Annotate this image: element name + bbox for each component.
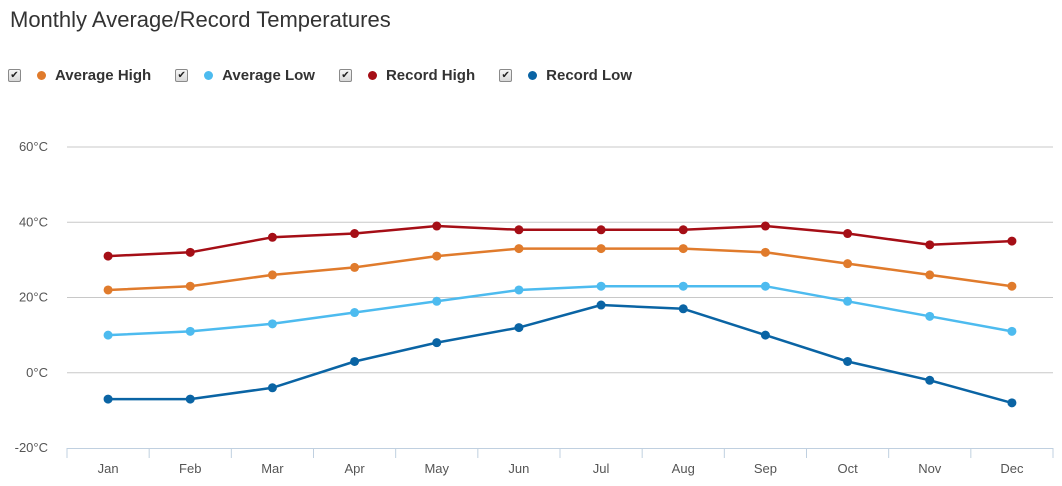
data-point[interactable] <box>350 356 360 366</box>
y-tick-label: 40°C <box>19 214 48 229</box>
data-point[interactable] <box>596 281 606 291</box>
data-point[interactable] <box>925 311 935 321</box>
data-point[interactable] <box>760 221 770 231</box>
series-line <box>108 284 1013 337</box>
checkbox-icon[interactable]: ✔ <box>499 69 513 82</box>
y-tick-label: 60°C <box>19 139 48 154</box>
data-point[interactable] <box>925 240 935 250</box>
data-point[interactable] <box>514 285 524 295</box>
data-point[interactable] <box>843 229 853 239</box>
data-point[interactable] <box>514 244 524 254</box>
series-dot-icon <box>367 71 377 80</box>
data-point[interactable] <box>350 308 360 318</box>
data-point[interactable] <box>596 300 606 310</box>
checkbox-icon[interactable]: ✔ <box>8 69 21 82</box>
data-point[interactable] <box>760 330 770 340</box>
x-tick-label: May <box>424 461 449 476</box>
legend: ✔ Average High ✔ Average Low ✔ Record Hi… <box>8 67 656 84</box>
data-point[interactable] <box>267 319 277 329</box>
data-point[interactable] <box>925 375 935 385</box>
legend-item-average-low[interactable]: ✔ Average Low <box>175 67 315 84</box>
data-point[interactable] <box>760 281 770 291</box>
chart-title: Monthly Average/Record Temperatures <box>10 7 391 32</box>
data-point[interactable] <box>185 247 195 257</box>
legend-label: Record Low <box>546 67 632 84</box>
data-point[interactable] <box>185 281 195 291</box>
legend-label: Record High <box>385 67 476 84</box>
data-point[interactable] <box>432 221 442 231</box>
series-line <box>108 224 1012 258</box>
data-point[interactable] <box>925 270 935 280</box>
x-tick-label: Apr <box>344 461 365 476</box>
checkbox-icon[interactable]: ✔ <box>338 69 352 82</box>
x-tick-label: Jul <box>593 461 610 476</box>
data-point[interactable] <box>103 394 113 404</box>
data-point[interactable] <box>596 244 606 254</box>
data-point[interactable] <box>103 285 113 295</box>
y-axis-labels: 60°C 40°C 20°C 0°C -20°C <box>15 139 48 455</box>
data-point[interactable] <box>1007 398 1017 408</box>
data-point[interactable] <box>103 251 113 261</box>
legend-item-record-high[interactable]: ✔ Record High <box>338 67 476 84</box>
data-point[interactable] <box>185 394 195 404</box>
x-tick-label: Dec <box>1000 461 1024 476</box>
data-point[interactable] <box>350 229 360 239</box>
x-axis: Jan Feb Mar Apr May Jun Jul Aug Sep Oct Nov Dec <box>66 448 1054 476</box>
checkbox-icon[interactable]: ✔ <box>175 69 189 82</box>
data-point[interactable] <box>432 296 442 306</box>
x-tick-label: Mar <box>261 461 284 476</box>
series-average-low <box>103 281 1017 340</box>
x-tick-label: Feb <box>179 461 201 476</box>
data-point[interactable] <box>267 232 277 242</box>
series-dot-icon <box>37 71 46 80</box>
data-point[interactable] <box>678 281 688 291</box>
series-record-high <box>103 221 1017 261</box>
data-point[interactable] <box>596 225 606 235</box>
legend-item-average-high[interactable]: ✔ Average High <box>8 67 151 84</box>
x-tick-label: Oct <box>837 461 858 476</box>
series-dot-icon <box>528 71 538 80</box>
data-point[interactable] <box>1007 281 1017 291</box>
data-point[interactable] <box>267 383 277 393</box>
legend-item-record-low[interactable]: ✔ Record Low <box>499 67 632 84</box>
y-tick-label: 0°C <box>26 365 48 380</box>
legend-label: Average Low <box>222 67 315 84</box>
data-point[interactable] <box>432 338 442 348</box>
x-tick-label: Jan <box>98 461 119 476</box>
series-line <box>108 303 1013 405</box>
series-dot-icon <box>204 71 214 80</box>
data-point[interactable] <box>350 262 360 272</box>
data-point[interactable] <box>843 356 853 366</box>
series-record-low <box>103 300 1017 408</box>
data-point[interactable] <box>678 225 688 235</box>
grid-lines <box>67 146 1053 374</box>
x-tick-label: Jun <box>508 461 529 476</box>
series-line <box>108 247 1013 292</box>
data-point[interactable] <box>843 259 853 269</box>
data-point[interactable] <box>678 304 688 314</box>
data-point[interactable] <box>678 244 688 254</box>
data-point[interactable] <box>185 326 195 336</box>
data-point[interactable] <box>267 270 277 280</box>
series-layer <box>103 221 1017 408</box>
x-tick-label: Sep <box>754 461 777 476</box>
x-tick-label: Aug <box>672 461 695 476</box>
data-point[interactable] <box>514 225 524 235</box>
y-tick-label: -20°C <box>15 440 48 455</box>
data-point[interactable] <box>1007 236 1017 246</box>
y-tick-label: 20°C <box>19 290 48 305</box>
data-point[interactable] <box>1007 326 1017 336</box>
data-point[interactable] <box>760 247 770 257</box>
series-average-high <box>103 244 1017 295</box>
data-point[interactable] <box>843 296 853 306</box>
x-tick-label: Nov <box>918 461 942 476</box>
data-point[interactable] <box>432 251 442 261</box>
legend-label: Average High <box>55 67 152 84</box>
data-point[interactable] <box>514 323 524 333</box>
data-point[interactable] <box>103 330 113 340</box>
